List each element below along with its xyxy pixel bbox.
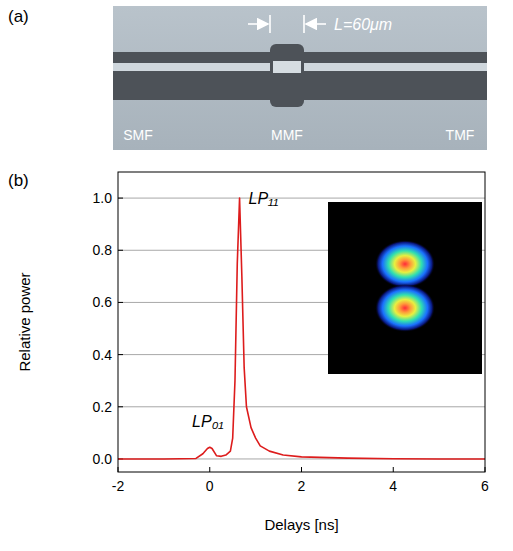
annotation: LP₁₁ (249, 190, 279, 207)
mmf-core (273, 61, 301, 73)
tick-mark (118, 354, 123, 355)
mmf-section (270, 44, 304, 107)
tick-label: 0.6 (93, 294, 113, 310)
axis-title: Delays [ns] (264, 516, 338, 533)
data-line (118, 198, 485, 459)
panel-label: (a) (8, 7, 29, 26)
tick-label: 2 (298, 478, 306, 494)
annotation: LP₀₁ (192, 413, 223, 430)
arrow-bar (303, 15, 305, 33)
photo-background (113, 6, 487, 150)
tick-label: 0.8 (93, 242, 113, 258)
plot-area (118, 198, 485, 459)
tick-label: 1.0 (93, 190, 113, 206)
axis-title: Relative power (16, 272, 33, 371)
tick-mark (209, 467, 210, 472)
tick-label: -2 (112, 478, 125, 494)
length-label: L=60μm (334, 16, 392, 33)
arrow (248, 23, 268, 25)
tick-label: 4 (389, 478, 397, 494)
tick-mark (393, 467, 394, 472)
fiber-label: MMF (271, 127, 303, 143)
tick-label: 6 (481, 478, 489, 494)
tick-mark (118, 302, 123, 303)
tick-label: 0 (206, 478, 214, 494)
tick-mark (118, 198, 123, 199)
arrow-bar (269, 15, 271, 33)
tick-label: 0.4 (93, 347, 113, 363)
tick-label: 0.0 (93, 451, 113, 467)
tick-mark (118, 406, 123, 407)
grid-line (118, 198, 485, 199)
inset-image (328, 202, 482, 374)
mode-lobe (375, 240, 435, 288)
fiber-label: TMF (446, 127, 475, 143)
tick-label: 0.2 (93, 399, 113, 415)
fiber-label: SMF (123, 127, 153, 143)
tick-mark (301, 467, 302, 472)
grid-line (118, 406, 485, 407)
arrow (306, 23, 326, 25)
plot-frame (118, 172, 485, 472)
tick-mark (118, 250, 123, 251)
mode-lobe (375, 284, 435, 332)
panel-label: (b) (8, 171, 29, 190)
